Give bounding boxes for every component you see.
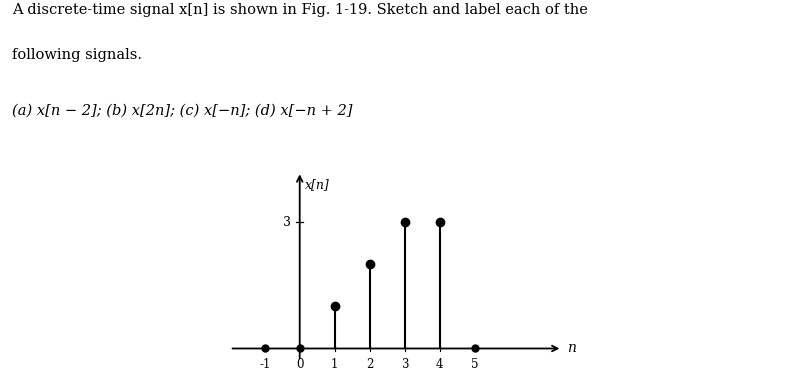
Text: A discrete-time signal x[n] is shown in Fig. 1-19. Sketch and label each of the: A discrete-time signal x[n] is shown in …	[12, 3, 588, 17]
Text: x[n]: x[n]	[305, 179, 329, 192]
Text: 0: 0	[296, 358, 303, 371]
Text: 4: 4	[436, 358, 444, 371]
Text: (a) x[n − 2]; (b) x[2n]; (c) x[−n]; (d) x[−n + 2]: (a) x[n − 2]; (b) x[2n]; (c) x[−n]; (d) …	[12, 104, 352, 118]
Text: n: n	[566, 341, 576, 355]
Text: 1: 1	[331, 358, 338, 371]
Text: 2: 2	[366, 358, 373, 371]
Text: 5: 5	[471, 358, 478, 371]
Text: 3: 3	[283, 216, 291, 229]
Text: following signals.: following signals.	[12, 48, 142, 62]
Text: 3: 3	[401, 358, 409, 371]
Text: -1: -1	[259, 358, 270, 371]
